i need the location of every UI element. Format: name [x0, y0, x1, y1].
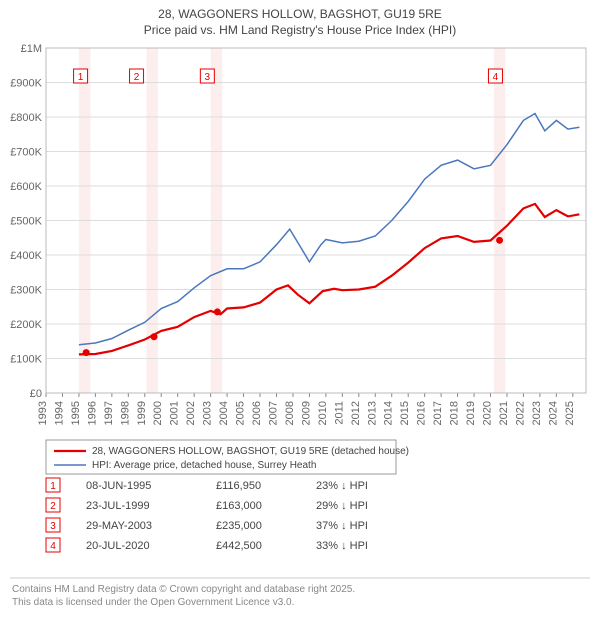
x-tick-label: 1995 [70, 401, 82, 425]
x-tick-label: 2002 [185, 401, 197, 425]
x-tick-label: 2018 [449, 401, 461, 425]
x-tick-label: 2010 [317, 401, 329, 425]
table-delta: 37% ↓ HPI [316, 520, 368, 532]
sale-marker-number: 1 [78, 72, 84, 83]
x-tick-label: 1999 [136, 401, 148, 425]
table-price: £116,950 [216, 480, 261, 492]
x-tick-label: 2008 [284, 401, 296, 425]
y-tick-label: £200K [10, 319, 42, 331]
table-date: 20-JUL-2020 [86, 540, 150, 552]
x-tick-label: 2022 [514, 401, 526, 425]
x-tick-label: 1997 [103, 401, 115, 425]
x-tick-label: 2024 [547, 401, 559, 425]
table-date: 08-JUN-1995 [86, 480, 151, 492]
footer-line1: Contains HM Land Registry data © Crown c… [12, 584, 355, 595]
x-tick-label: 2000 [152, 401, 164, 425]
legend-label-hpi: HPI: Average price, detached house, Surr… [92, 460, 316, 471]
table-price: £442,500 [216, 540, 262, 552]
x-tick-label: 2009 [300, 401, 312, 425]
sale-marker-number: 4 [493, 72, 499, 83]
table-marker-number: 2 [50, 501, 56, 512]
sale-marker-dot [214, 308, 221, 315]
y-tick-label: £100K [10, 354, 42, 366]
x-tick-label: 1996 [86, 401, 98, 425]
table-date: 23-JUL-1999 [86, 500, 150, 512]
title-line1: 28, WAGGONERS HOLLOW, BAGSHOT, GU19 5RE [158, 7, 442, 21]
x-tick-label: 2007 [267, 401, 279, 425]
x-tick-label: 2011 [333, 401, 345, 425]
y-tick-label: £900K [10, 78, 42, 90]
x-tick-label: 2012 [350, 401, 362, 425]
x-tick-label: 2019 [465, 401, 477, 425]
x-tick-label: 2023 [531, 401, 543, 425]
x-tick-label: 1993 [37, 401, 49, 425]
x-tick-label: 2017 [432, 401, 444, 425]
sale-marker-dot [151, 333, 158, 340]
table-delta: 23% ↓ HPI [316, 480, 368, 492]
table-price: £163,000 [216, 500, 262, 512]
legend-label-paid: 28, WAGGONERS HOLLOW, BAGSHOT, GU19 5RE … [92, 446, 409, 457]
x-tick-label: 1998 [119, 401, 131, 425]
sale-marker-number: 3 [205, 72, 211, 83]
x-tick-label: 2015 [399, 401, 411, 425]
y-tick-label: £1M [21, 43, 42, 55]
sale-marker-dot [83, 349, 90, 356]
table-price: £235,000 [216, 520, 262, 532]
y-tick-label: £700K [10, 147, 42, 159]
y-tick-label: £500K [10, 216, 42, 228]
y-tick-label: £0 [30, 388, 42, 400]
title-line2: Price paid vs. HM Land Registry's House … [144, 23, 456, 37]
x-tick-label: 2003 [202, 401, 214, 425]
y-tick-label: £400K [10, 250, 42, 262]
table-marker-number: 1 [50, 481, 56, 492]
table-marker-number: 3 [50, 521, 56, 532]
x-tick-label: 2014 [383, 401, 395, 425]
sale-marker-number: 2 [134, 72, 140, 83]
x-tick-label: 2006 [251, 401, 263, 425]
footer-line2: This data is licensed under the Open Gov… [12, 597, 294, 608]
y-tick-label: £800K [10, 112, 42, 124]
x-tick-label: 2021 [498, 401, 510, 425]
x-tick-label: 2001 [169, 401, 181, 425]
table-date: 29-MAY-2003 [86, 520, 152, 532]
sale-marker-dot [496, 237, 503, 244]
table-marker-number: 4 [50, 541, 56, 552]
x-tick-label: 2005 [235, 401, 247, 425]
x-tick-label: 2013 [366, 401, 378, 425]
y-tick-label: £300K [10, 285, 42, 297]
table-delta: 33% ↓ HPI [316, 540, 368, 552]
x-tick-label: 1994 [53, 401, 65, 425]
table-delta: 29% ↓ HPI [316, 500, 368, 512]
x-tick-label: 2016 [416, 401, 428, 425]
y-tick-label: £600K [10, 181, 42, 193]
x-tick-label: 2004 [218, 401, 230, 425]
x-tick-label: 2020 [482, 401, 494, 425]
x-tick-label: 2025 [564, 401, 576, 425]
